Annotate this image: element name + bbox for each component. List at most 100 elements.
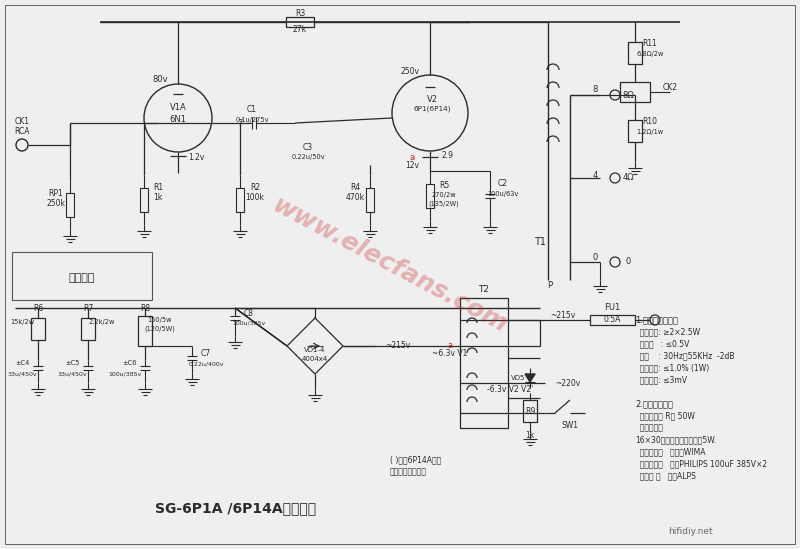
Text: R5: R5 (439, 181, 449, 189)
Bar (628, 120, 642, 142)
Text: 1.2v: 1.2v (188, 154, 204, 163)
Text: 0: 0 (626, 257, 630, 266)
Text: 33u/450v: 33u/450v (7, 372, 37, 377)
Polygon shape (525, 374, 535, 382)
Text: 以上参数仅作参考: 以上参数仅作参考 (390, 467, 427, 476)
Text: 1k: 1k (154, 193, 162, 203)
Bar (620, 82, 650, 102)
Text: RCA: RCA (14, 127, 30, 137)
Text: -6.3v V2 V2': -6.3v V2 V2' (487, 385, 533, 395)
Text: 2.主要元器件：: 2.主要元器件： (635, 399, 673, 408)
Text: ±C5: ±C5 (65, 360, 79, 366)
Text: 噪声电压: ≤3mV: 噪声电压: ≤3mV (635, 375, 687, 384)
Text: (135/2W): (135/2W) (429, 201, 459, 208)
Text: 0.5A: 0.5A (603, 316, 621, 324)
Text: C7: C7 (201, 349, 211, 357)
Text: 100k: 100k (246, 193, 265, 203)
Text: 0.1u/275v: 0.1u/275v (235, 117, 269, 123)
Bar (138, 316, 152, 346)
Text: 谐波失真: ≤1.0% (1W): 谐波失真: ≤1.0% (1W) (635, 363, 710, 372)
Text: C3: C3 (303, 143, 313, 153)
Text: 1.2Ω/1w: 1.2Ω/1w (637, 129, 663, 135)
Text: 0: 0 (592, 254, 598, 262)
Text: 2.2k/2w: 2.2k/2w (89, 319, 115, 325)
Text: 频响    : 30Hz～55KHz  -2dB: 频响 : 30Hz～55KHz -2dB (635, 351, 734, 360)
Bar (426, 184, 434, 208)
Text: 1k: 1k (526, 432, 534, 440)
Text: C1: C1 (247, 105, 257, 115)
Text: 470k: 470k (346, 193, 365, 203)
Text: 6.8Ω/2w: 6.8Ω/2w (636, 51, 664, 57)
Text: CK1: CK1 (14, 117, 30, 126)
Bar (66, 193, 74, 217)
Text: R9: R9 (525, 406, 535, 416)
Text: 0.22u/50v: 0.22u/50v (291, 154, 325, 160)
Text: a: a (410, 153, 414, 161)
Bar (236, 188, 244, 212)
Bar (590, 315, 635, 325)
Text: ( )内为6P14A参数: ( )内为6P14A参数 (390, 455, 442, 464)
Bar (12, 252, 152, 300)
Text: 1.主要技术指标：: 1.主要技术指标： (635, 315, 678, 324)
Text: www.elecfans.com: www.elecfans.com (269, 193, 511, 337)
Text: R10: R10 (642, 117, 658, 126)
Text: 250k: 250k (46, 199, 66, 209)
Bar (140, 188, 148, 212)
Text: 33u/450v: 33u/450v (57, 372, 87, 377)
Text: 150/5w: 150/5w (148, 317, 172, 323)
Text: ±C4: ±C4 (15, 360, 29, 366)
Text: R1: R1 (153, 182, 163, 192)
Text: R2: R2 (250, 182, 260, 192)
Text: 100u/385v: 100u/385v (232, 321, 266, 326)
Text: 输出功率: ≥2×2.5W: 输出功率: ≥2×2.5W (635, 327, 700, 336)
Text: V2: V2 (426, 94, 438, 104)
Text: R7: R7 (83, 304, 93, 313)
Text: 4: 4 (592, 171, 598, 180)
Text: C8: C8 (244, 309, 254, 317)
Text: RP1: RP1 (49, 188, 63, 198)
Text: ~220v: ~220v (555, 378, 580, 388)
Text: T1: T1 (534, 237, 546, 247)
Text: 16×30进口矽钉片功率可达5W.: 16×30进口矽钉片功率可达5W. (635, 435, 716, 444)
Text: 2.9: 2.9 (442, 150, 454, 160)
Text: R8: R8 (140, 304, 150, 313)
Text: V1A: V1A (170, 104, 186, 113)
Bar (523, 400, 537, 422)
Text: R11: R11 (642, 40, 658, 48)
Text: ~215v: ~215v (550, 311, 575, 321)
Text: a: a (447, 341, 453, 350)
Text: 灵敏度   : ≤0.5V: 灵敏度 : ≤0.5V (635, 339, 690, 348)
Text: 电位器 ：   进口ALPS: 电位器 ： 进口ALPS (635, 471, 696, 480)
Text: 100u/63v: 100u/63v (487, 191, 518, 197)
Text: P: P (547, 281, 553, 289)
Text: 7: 7 (238, 119, 242, 127)
Bar (628, 42, 642, 64)
Bar (81, 318, 95, 340)
Text: 12v: 12v (405, 160, 419, 170)
Text: 6P1(6P14): 6P1(6P14) (414, 106, 450, 112)
Text: VD1-4: VD1-4 (304, 347, 326, 353)
Text: R3: R3 (295, 8, 305, 18)
Text: ~215v: ~215v (385, 341, 410, 350)
Text: ~6.3v V1: ~6.3v V1 (432, 350, 468, 358)
Bar (460, 298, 508, 428)
Text: ±C6: ±C6 (122, 360, 136, 366)
Text: SG-6P1A /6P14A电源理图: SG-6P1A /6P14A电源理图 (155, 501, 316, 515)
Text: 6N1: 6N1 (170, 115, 186, 125)
Text: 耦合电容：   进口红WIMA: 耦合电容： 进口红WIMA (635, 447, 706, 456)
Text: 输出变压器: 输出变压器 (635, 423, 663, 432)
Text: (120/5W): (120/5W) (145, 326, 175, 332)
Text: R4: R4 (350, 182, 360, 192)
Text: 8Ω: 8Ω (622, 91, 634, 99)
Text: 100u/385v: 100u/385v (108, 372, 142, 377)
Text: 4004x4: 4004x4 (302, 356, 328, 362)
Text: 250v: 250v (401, 68, 419, 76)
Text: 270/2w: 270/2w (432, 192, 456, 198)
Text: SW1: SW1 (562, 422, 578, 430)
Text: 电源变压器 R型 50W: 电源变压器 R型 50W (635, 411, 695, 420)
Bar (31, 318, 45, 340)
Text: 8: 8 (592, 86, 598, 94)
Text: 15k/2w: 15k/2w (10, 319, 34, 325)
Text: 0.22u/400v: 0.22u/400v (188, 361, 224, 367)
Text: hifidiy.net: hifidiy.net (668, 528, 713, 536)
